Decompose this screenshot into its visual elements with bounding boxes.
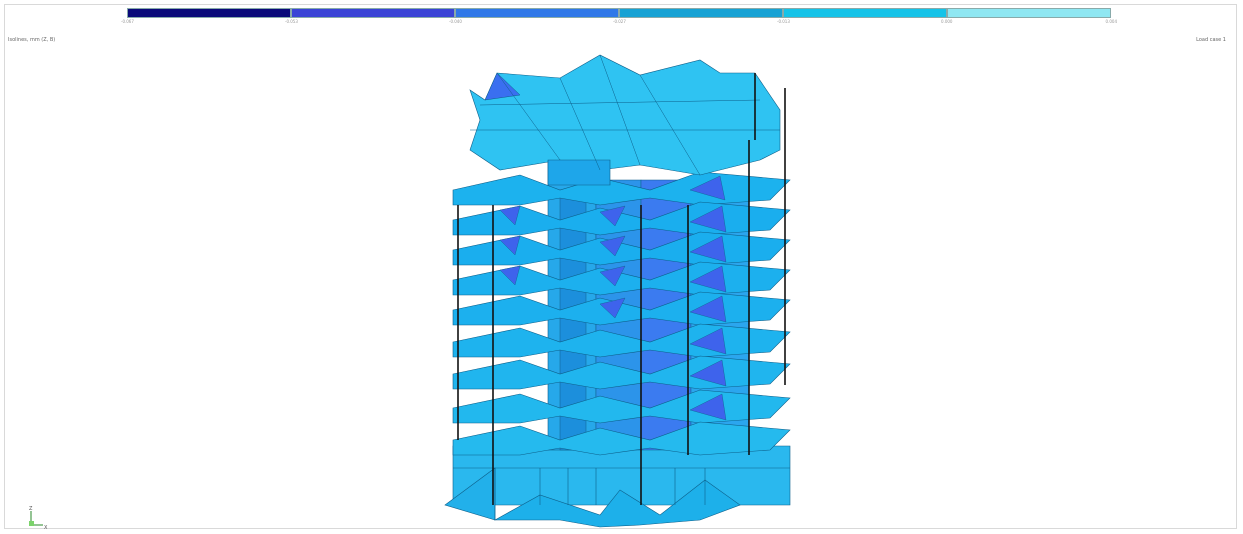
axis-z-label: Z (29, 506, 33, 512)
legend-tick: -0.013 (777, 19, 790, 24)
axis-x-label: X (44, 525, 48, 531)
legend-swatch (783, 8, 947, 18)
legend-segment: -0.053 (285, 8, 455, 30)
legend-swatch (619, 8, 783, 18)
viewport-frame (4, 4, 1237, 529)
legend-segment: -0.027 (613, 8, 783, 30)
legend-swatch (127, 8, 291, 18)
roof-slab (469, 54, 781, 186)
axis-gizmo: Z X (29, 506, 48, 531)
legend-segment: 0.000 0.004 (941, 8, 1117, 30)
legend-tick: -0.040 (449, 19, 462, 24)
legend-segment: -0.067 (121, 8, 291, 30)
legend-tick: -0.067 (121, 19, 134, 24)
legend-swatch (455, 8, 619, 18)
legend-swatch (291, 8, 455, 18)
ground-block (444, 445, 791, 528)
load-case-caption: Load case 1 (1196, 37, 1226, 43)
result-caption: Isolines, mm (Z, B) (8, 37, 56, 43)
columns (457, 73, 786, 505)
legend-segment: -0.013 (777, 8, 947, 30)
legend-tick: -0.053 (285, 19, 298, 24)
legend-tick: 0.000 (941, 19, 953, 24)
color-scale-legend: -0.067 -0.053 -0.040 -0.027 -0.013 0.000… (121, 8, 1117, 30)
legend-tick: -0.027 (613, 19, 626, 24)
legend-swatch (947, 8, 1111, 18)
legend-tick: 0.004 (1105, 19, 1117, 24)
floor-slabs (452, 171, 791, 456)
legend-segment: -0.040 (449, 8, 619, 30)
